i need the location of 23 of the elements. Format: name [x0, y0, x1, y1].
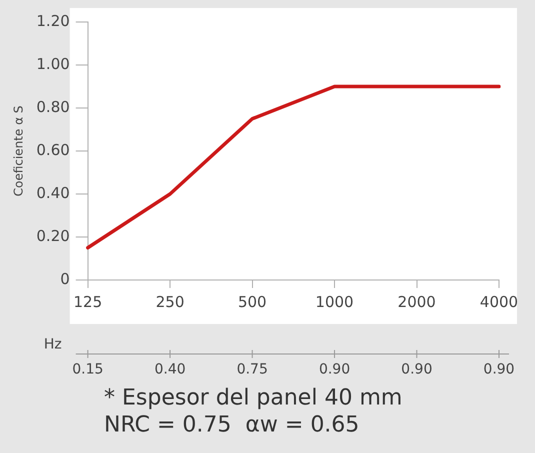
y-tick-label: 0.80 [36, 98, 70, 116]
x-tick-label: 1000 [315, 292, 354, 311]
data-label: 0.90 [483, 362, 515, 378]
y-tick-label: 0 [60, 270, 70, 288]
text: * Espesor del panel 40 mm [104, 386, 402, 411]
y-tick-label: 1.00 [36, 54, 70, 73]
x-tick-label: 4000 [480, 292, 518, 311]
y-tick-label: 0.60 [36, 140, 70, 159]
x-tick-label: 250 [156, 292, 184, 311]
y-tick-label: 0.20 [36, 226, 70, 245]
data-label: 0.15 [72, 362, 104, 378]
x-tick-label: 500 [238, 292, 267, 311]
y-axis-title: Coeficiente α S [11, 106, 26, 196]
data-label: 0.40 [154, 362, 186, 378]
text: NRC = 0.75 αw = 0.65 [104, 412, 360, 438]
x-axis-title: Hz [44, 336, 62, 353]
data-label: 0.90 [318, 362, 350, 378]
x-tick-label: 125 [73, 292, 102, 311]
y-tick-label: 1.20 [36, 12, 70, 30]
y-tick-label: 0.40 [36, 184, 70, 202]
data-label: 0.75 [236, 362, 268, 378]
x-tick-label: 2000 [398, 292, 436, 311]
data-label: 0.90 [401, 362, 432, 378]
